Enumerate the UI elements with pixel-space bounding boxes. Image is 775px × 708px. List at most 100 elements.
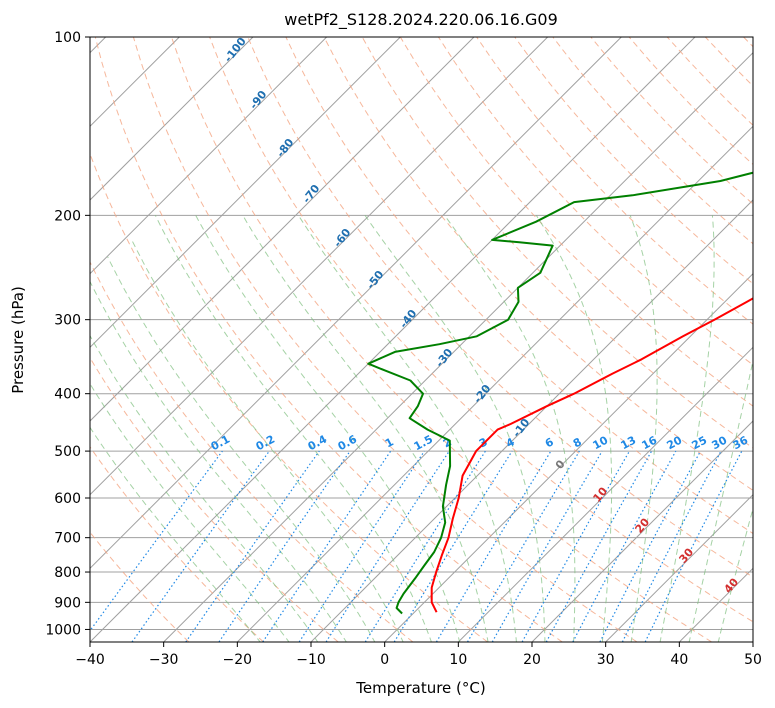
y-tick-label: 600 [54, 491, 81, 507]
x-tick-label: 0 [380, 652, 389, 668]
x-tick-label: −20 [223, 652, 253, 668]
y-axis-label: Pressure (hPa) [9, 286, 27, 394]
dry-adiabat-line [90, 531, 190, 642]
x-tick-label: 20 [523, 652, 541, 668]
dry-adiabat-label: -30 [433, 346, 456, 370]
dry-adiabat-line [90, 152, 488, 642]
dry-adiabat-line [743, 37, 753, 48]
dry-adiabat-label: -70 [300, 182, 323, 206]
dry-adiabat-label: -60 [331, 226, 354, 250]
isotherm-line [310, 199, 753, 642]
mixing-ratio-line [364, 450, 486, 642]
mixing-ratio-label: 0.2 [254, 433, 277, 454]
temperature-profile-line [430, 297, 753, 613]
x-tick-label: 40 [670, 652, 688, 668]
mixing-ratio-line [393, 450, 513, 642]
mixing-ratio-label: 6 [543, 435, 556, 450]
moist-adiabat-line [90, 382, 290, 642]
x-tick-label: 10 [449, 652, 467, 668]
dry-adiabat-line [704, 37, 753, 87]
mixing-ratio-label: 36 [731, 433, 751, 452]
dry-adiabat-line [209, 37, 753, 623]
y-tick-label: 900 [54, 595, 81, 611]
y-tick-label: 800 [54, 565, 81, 581]
moist-adiabat-line [364, 215, 546, 642]
dry-adiabat-line [514, 37, 753, 285]
moist-adiabat-line [444, 215, 576, 642]
dry-adiabat-label: -50 [364, 268, 387, 292]
moist-adiabat-line [90, 280, 347, 642]
dry-adiabat-label: -80 [274, 136, 297, 160]
x-tick-label: −10 [296, 652, 326, 668]
mixing-ratio-label: 8 [571, 435, 584, 450]
dry-adiabat-line [323, 37, 753, 491]
mixing-ratio-line [435, 450, 552, 642]
isotherm-line [605, 493, 753, 642]
mixing-ratio-line [545, 450, 653, 642]
dry-adiabat-line [476, 37, 753, 325]
moist-adiabat-line [90, 334, 319, 642]
dewpoint-profile-line [367, 171, 753, 615]
y-tick-label: 300 [54, 313, 81, 329]
moist-adiabat-line [107, 256, 376, 642]
moist-adiabat-label: 40 [721, 575, 741, 595]
isotherm-line [90, 37, 254, 201]
mixing-ratio-line [572, 450, 677, 642]
moist-adiabat-label: 20 [632, 515, 652, 535]
isotherm-line [236, 125, 753, 642]
mixing-ratio-line [521, 450, 631, 642]
y-tick-label: 1000 [45, 622, 81, 638]
moist-adiabat-label: 10 [590, 484, 610, 504]
moist-adiabat-line [242, 215, 489, 642]
y-tick-label: 100 [54, 30, 81, 46]
mixing-ratio-line [90, 450, 223, 632]
isotherm-line [90, 37, 696, 642]
moist-adiabat-line [629, 215, 658, 642]
isotherm-line [457, 346, 753, 642]
mixing-ratio-label: 25 [690, 434, 710, 453]
mixing-ratio-line [262, 450, 392, 642]
mixing-ratio-line [325, 450, 450, 642]
mixing-ratio-line [644, 450, 743, 642]
x-tick-label: 30 [597, 652, 615, 668]
isotherm-line [90, 37, 401, 349]
mixing-ratio-label: 1.5 [412, 433, 435, 454]
moist-adiabat-line [131, 239, 404, 642]
dry-adiabat-label: -90 [247, 88, 270, 112]
mixing-ratio-label: 30 [710, 433, 730, 452]
mixing-ratio-label: 20 [665, 433, 685, 452]
isotherm-line [384, 272, 753, 642]
dry-adiabat-line [90, 356, 339, 642]
chart-title: wetPf2_S128.2024.220.06.16.G09 [284, 10, 558, 30]
dry-adiabat-line [90, 446, 264, 642]
dry-adiabat-line [94, 37, 563, 642]
isotherm-line [90, 37, 475, 422]
mixing-ratio-line [298, 450, 425, 642]
mixing-ratio-label: 10 [591, 433, 611, 452]
mixing-ratio-line [218, 450, 351, 642]
dry-adiabat-line [171, 37, 712, 642]
isotherm-line [90, 37, 549, 496]
mixing-ratio-line [185, 450, 320, 642]
y-tick-label: 700 [54, 531, 81, 547]
x-tick-label: 50 [744, 652, 762, 668]
moist-adiabat-line [90, 426, 261, 642]
dry-adiabat-label: -20 [471, 382, 494, 406]
x-tick-label: −30 [149, 652, 179, 668]
dry-adiabat-label: -40 [397, 307, 420, 331]
dry-adiabat-line [437, 37, 753, 366]
y-tick-label: 400 [54, 387, 81, 403]
x-tick-label: −40 [75, 652, 105, 668]
mixing-ratio-line [131, 450, 270, 642]
mixing-ratio-label: 16 [640, 433, 660, 452]
plot-frame [89, 36, 754, 643]
mixing-ratio-label: 13 [619, 434, 639, 453]
x-axis-label: Temperature (°C) [355, 679, 485, 697]
mixing-ratio-label: 0.4 [306, 432, 330, 453]
moist-adiabat-line [195, 215, 461, 642]
isotherm-line [678, 567, 753, 642]
dry-adiabat-label: -100 [222, 35, 249, 65]
y-tick-label: 500 [54, 444, 81, 460]
dry-adiabat-line [90, 260, 414, 642]
